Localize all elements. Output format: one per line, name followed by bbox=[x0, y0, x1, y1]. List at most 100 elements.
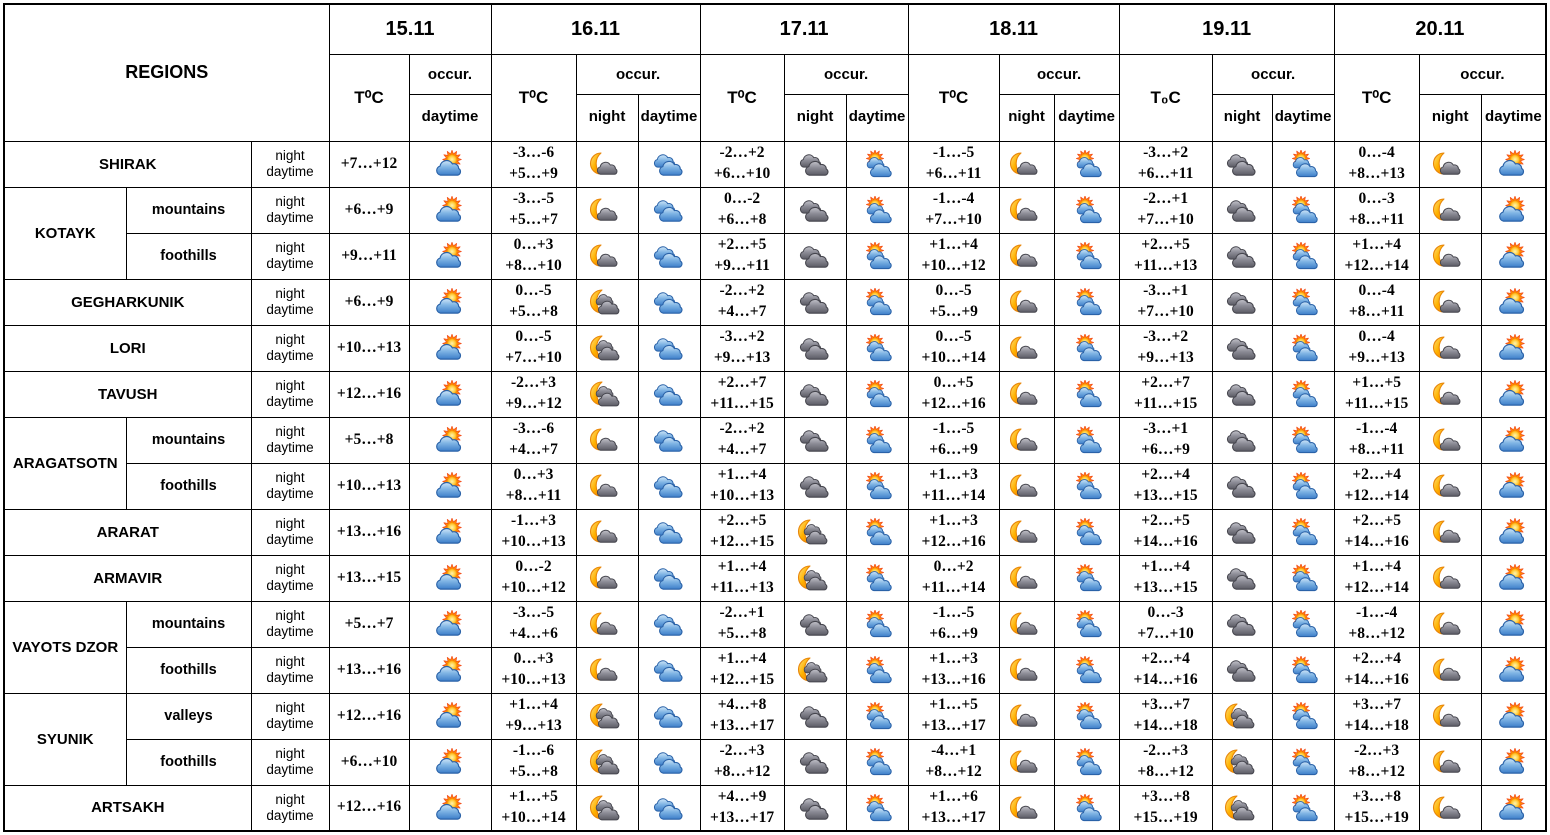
daytime-weather-cell bbox=[637, 784, 701, 832]
moon-clouds-icon bbox=[587, 794, 627, 822]
night-weather-cell bbox=[1211, 554, 1273, 602]
moon-cloud-icon bbox=[587, 426, 627, 454]
night-label: night bbox=[275, 424, 305, 440]
daytime-weather-cell bbox=[408, 232, 492, 280]
night-temp: -2…+3 bbox=[1143, 742, 1189, 760]
daytime-temp: +9…+11 bbox=[341, 246, 397, 264]
night-weather-cell bbox=[1211, 646, 1273, 694]
night-weather-cell bbox=[1418, 554, 1482, 602]
table-row: foothills night daytime +13…+16 0…+3 +10…+13 +… bbox=[4, 646, 1547, 694]
night-weather-cell bbox=[1418, 600, 1482, 648]
daytime-temp: +10…+13 bbox=[501, 671, 566, 688]
sun-clouds-icon bbox=[1067, 793, 1107, 822]
night-temp: -2…+3 bbox=[511, 374, 557, 392]
region-cell: LORI bbox=[3, 324, 252, 372]
night-label: night bbox=[275, 194, 305, 210]
night-label: night bbox=[275, 608, 305, 624]
sun-cloud-icon bbox=[430, 564, 470, 592]
subregion-cell: foothills bbox=[125, 646, 252, 694]
dark-clouds-icon bbox=[795, 426, 835, 454]
daytime-temp: +9…+11 bbox=[714, 257, 770, 274]
daytime-weather-cell bbox=[1480, 462, 1547, 510]
sun-clouds-icon bbox=[1283, 564, 1323, 592]
temp-cell: -2…+3 +8…+12 bbox=[699, 738, 785, 786]
daytime-label: daytime bbox=[266, 348, 314, 363]
night-temp: -1…-6 bbox=[512, 742, 555, 760]
temp-cell: -2…+2 +6…+10 bbox=[699, 140, 785, 188]
night-weather-cell bbox=[783, 692, 847, 740]
daytime-temp: +15…+19 bbox=[1133, 808, 1198, 826]
daytime-temp: +8…+11 bbox=[1348, 303, 1405, 320]
daytime-weather-cell bbox=[637, 370, 701, 418]
daytime-label: daytime bbox=[266, 256, 314, 271]
temp-cell: +10…+13 bbox=[328, 324, 410, 372]
night-temp: 0…-5 bbox=[935, 282, 972, 300]
moon-cloud-icon bbox=[1007, 196, 1047, 224]
subregion-cell: mountains bbox=[125, 186, 252, 234]
dark-clouds-icon bbox=[1222, 610, 1262, 638]
moon-cloud-icon bbox=[587, 242, 627, 270]
night-weather-cell bbox=[998, 232, 1055, 280]
temp-cell: -1…-4 +8…+12 bbox=[1333, 600, 1420, 648]
occurrence-header: occur. bbox=[998, 53, 1120, 95]
night-weather-cell bbox=[1211, 140, 1273, 188]
temp-cell: +13…+15 bbox=[328, 554, 410, 602]
sun-clouds-icon bbox=[857, 242, 897, 270]
daytime-temp: +11…+14 bbox=[921, 579, 986, 596]
temp-cell: +2…+5 +14…+16 bbox=[1333, 508, 1420, 556]
daytime-weather-cell bbox=[1480, 738, 1547, 786]
moon-clouds-icon bbox=[795, 564, 835, 592]
temp-cell: +1…+4 +9…+13 bbox=[490, 692, 577, 740]
sun-clouds-icon bbox=[857, 150, 897, 178]
daytime-weather-cell bbox=[637, 508, 701, 556]
dark-clouds-icon bbox=[795, 334, 835, 362]
night-temp: +2…+5 bbox=[1141, 236, 1190, 254]
temp-cell: +4…+8 +13…+17 bbox=[699, 692, 785, 740]
daytime-temp: +12…+16 bbox=[336, 798, 402, 816]
daytime-weather-cell bbox=[408, 416, 492, 464]
night-weather-cell bbox=[998, 692, 1055, 740]
daytime-weather-cell bbox=[1053, 416, 1120, 464]
temp-cell: -2…+3 +8…+12 bbox=[1118, 738, 1213, 786]
daytime-temp: +14…+16 bbox=[1133, 533, 1198, 550]
dark-clouds-icon bbox=[795, 702, 835, 730]
daytime-label: daytime bbox=[266, 486, 314, 501]
subregion-cell: foothills bbox=[125, 738, 252, 786]
daytime-weather-cell bbox=[408, 186, 492, 234]
sun-clouds-icon bbox=[1283, 702, 1323, 730]
temp-cell: 0…-2 +10…+12 bbox=[490, 554, 577, 602]
temp-cell: +1…+5 +10…+14 bbox=[490, 784, 577, 832]
temp-cell: -3…+2 +9…+13 bbox=[699, 324, 785, 372]
dark-clouds-icon bbox=[795, 288, 835, 316]
daytime-weather-cell bbox=[408, 738, 492, 786]
clouds-blue-icon bbox=[649, 748, 689, 776]
sun-clouds-icon bbox=[1283, 656, 1323, 684]
night-temp: -1…-4 bbox=[1355, 604, 1398, 622]
night-daytime-label: night daytime bbox=[250, 692, 330, 740]
daytime-temp: +6…+10 bbox=[713, 165, 771, 182]
sun-cloud-icon bbox=[430, 196, 470, 224]
night-column-header: night bbox=[1211, 93, 1273, 142]
moon-cloud-icon bbox=[1007, 426, 1047, 454]
night-weather-cell bbox=[1211, 784, 1273, 832]
daytime-temp: +8…+12 bbox=[1348, 763, 1405, 780]
subregion-cell: foothills bbox=[125, 232, 252, 280]
night-weather-cell bbox=[1211, 600, 1273, 648]
daytime-label: daytime bbox=[266, 532, 314, 547]
date-header: 16.11 bbox=[490, 3, 701, 55]
subregion-cell: valleys bbox=[125, 692, 252, 740]
dark-clouds-icon bbox=[795, 150, 835, 178]
night-temp: +2…+4 bbox=[1352, 466, 1401, 484]
temp-cell: 0…+3 +8…+10 bbox=[490, 232, 577, 280]
night-weather-cell bbox=[783, 784, 847, 832]
temp-cell: +1…+4 +10…+13 bbox=[699, 462, 785, 510]
moon-cloud-icon bbox=[1430, 380, 1470, 408]
night-weather-cell bbox=[1211, 462, 1273, 510]
night-temp: +2…+5 bbox=[1141, 512, 1190, 530]
night-weather-cell bbox=[783, 508, 847, 556]
daytime-temp: +12…+16 bbox=[921, 533, 986, 550]
header-row-dates: REGIONS 15.11 16.11 17.11 18.11 19.11 20.11 bbox=[3, 3, 1547, 142]
night-weather-cell bbox=[575, 784, 639, 832]
temp-cell: 0…-3 +8…+11 bbox=[1333, 186, 1420, 234]
sun-clouds-icon bbox=[1283, 380, 1323, 408]
